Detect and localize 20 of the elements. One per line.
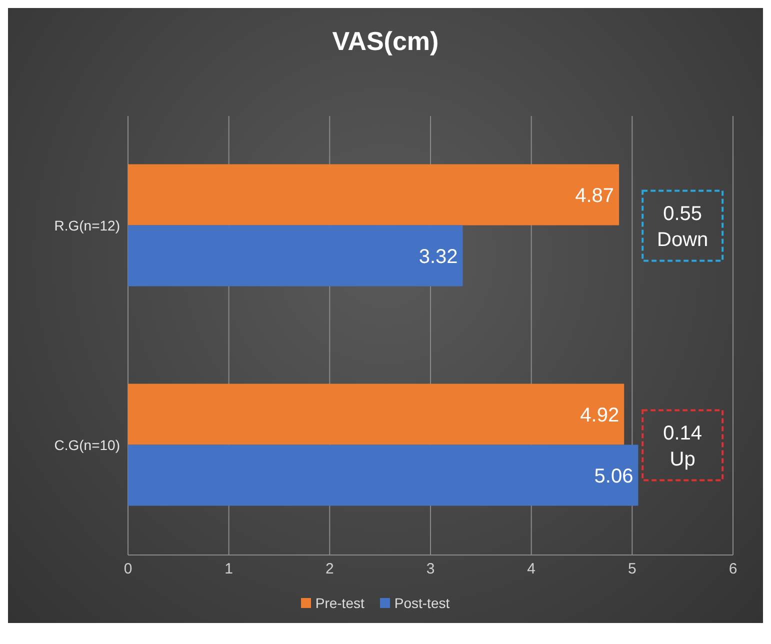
x-tick-label: 4 <box>527 560 536 578</box>
annotation: 0.14 Up <box>663 422 702 470</box>
legend-label: Post-test <box>393 595 450 611</box>
x-tick-label: 5 <box>628 560 636 578</box>
x-tick-label: 2 <box>325 560 334 578</box>
x-tick-label: 6 <box>728 560 738 578</box>
dashed-note-box: 0.55 Down <box>642 190 724 262</box>
y-tick-label: C.G(n=10) <box>54 437 120 454</box>
y-tick-label: R.G(n=12) <box>54 218 120 234</box>
chart-title: VAS(cm) <box>331 25 440 58</box>
dashed-note-box: 0.14 Up <box>642 409 724 482</box>
legend-label: Pre-test <box>314 595 364 611</box>
annotation: 0.55 Down <box>657 202 708 251</box>
data-label: 3.32 <box>418 246 458 268</box>
x-tick-label: 3 <box>426 560 435 578</box>
data-label: 5.06 <box>594 465 634 488</box>
x-tick-label: 0 <box>124 560 132 578</box>
data-label: 4.92 <box>580 404 620 426</box>
x-tick-label: 1 <box>224 560 234 578</box>
data-label: 4.87 <box>575 184 614 207</box>
